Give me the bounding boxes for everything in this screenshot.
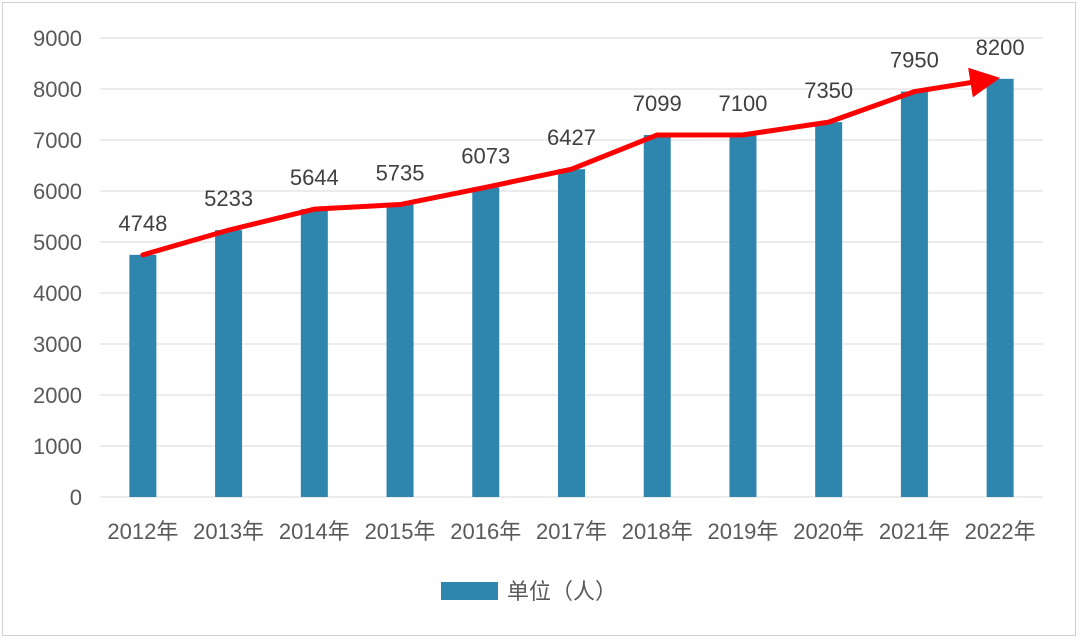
x-tick-label: 2016年 <box>450 519 521 544</box>
y-tick-label: 8000 <box>33 77 82 102</box>
bar <box>386 204 414 497</box>
x-tick-label: 2015年 <box>365 519 436 544</box>
data-label: 4748 <box>118 211 167 236</box>
y-tick-label: 0 <box>70 485 82 510</box>
y-tick-label: 3000 <box>33 332 82 357</box>
x-tick-label: 2012年 <box>107 519 178 544</box>
bar <box>215 230 243 497</box>
data-label: 5644 <box>290 165 339 190</box>
data-label: 7099 <box>633 91 682 116</box>
legend-swatch <box>441 582 498 600</box>
x-tick-label: 2017年 <box>536 519 607 544</box>
data-label: 7950 <box>890 48 939 73</box>
x-tick-label: 2019年 <box>707 519 778 544</box>
bar <box>729 134 757 497</box>
x-tick-label: 2022年 <box>965 519 1036 544</box>
y-tick-label: 6000 <box>33 179 82 204</box>
data-label: 6427 <box>547 125 596 150</box>
data-label: 8200 <box>976 35 1025 60</box>
bar <box>472 187 500 498</box>
bar <box>558 169 585 497</box>
data-label: 7100 <box>718 91 767 116</box>
trend-arrow-line <box>140 67 1001 258</box>
bar <box>129 254 157 497</box>
x-tick-label: 2018年 <box>622 519 693 544</box>
bar <box>300 209 328 497</box>
x-tick-label: 2013年 <box>193 519 264 544</box>
y-tick-label: 1000 <box>33 434 82 459</box>
x-tick-label: 2021年 <box>879 519 950 544</box>
bar <box>986 78 1014 498</box>
bar <box>643 134 671 498</box>
data-label: 6073 <box>461 143 510 168</box>
bar <box>815 122 843 498</box>
bar <box>900 91 928 498</box>
y-tick-label: 7000 <box>33 128 82 153</box>
data-label: 7350 <box>804 78 853 103</box>
x-tick-label: 2014年 <box>279 519 350 544</box>
legend-label: 单位（人） <box>507 579 617 604</box>
y-tick-label: 4000 <box>33 281 82 306</box>
data-label: 5735 <box>376 161 425 186</box>
y-tick-label: 9000 <box>33 26 82 51</box>
y-tick-label: 5000 <box>33 230 82 255</box>
x-tick-label: 2020年 <box>793 519 864 544</box>
y-tick-label: 2000 <box>33 383 82 408</box>
data-label: 5233 <box>204 186 253 211</box>
